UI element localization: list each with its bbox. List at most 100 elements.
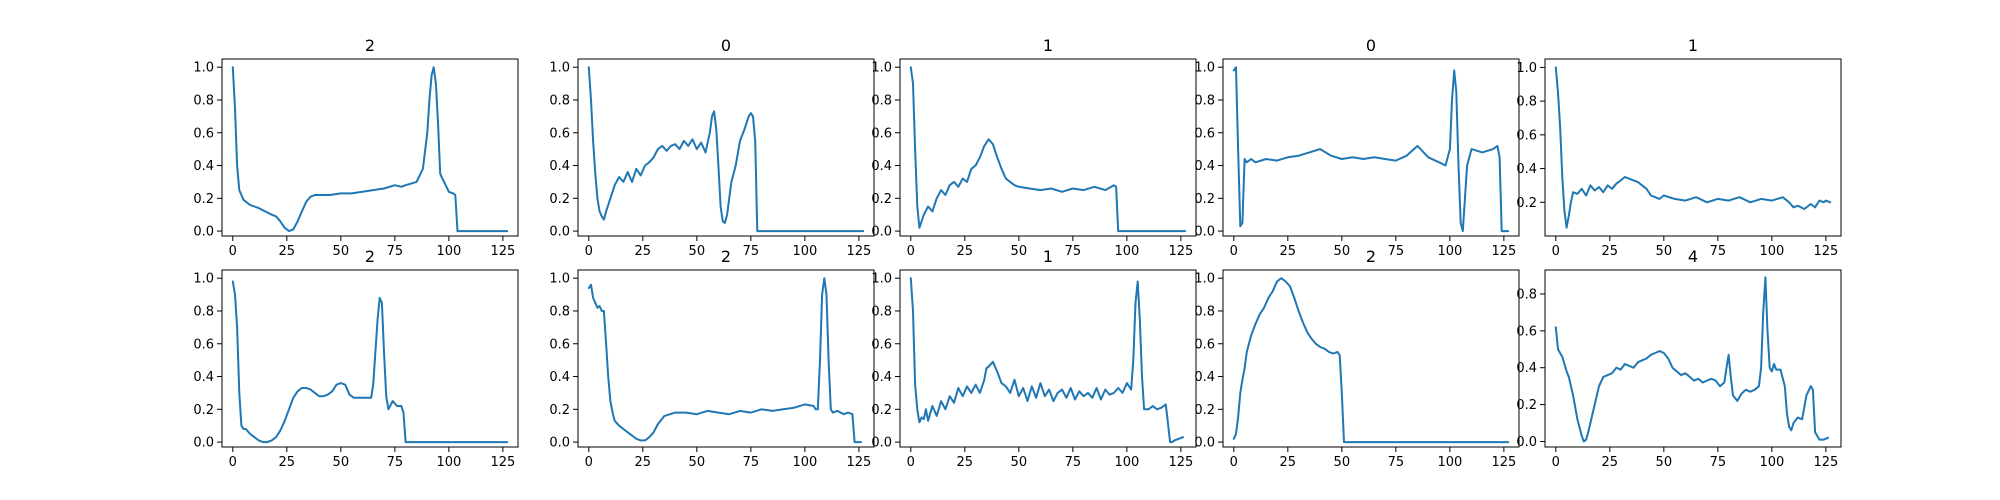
subplot-panel: 2 0 25 50 75 100 125 0.0 0.2 0.4 0.6 0.8 1.0	[193, 247, 519, 470]
x-tick-label: 125	[1168, 455, 1193, 470]
x-tick-label: 100	[1437, 455, 1462, 470]
y-tick-label: 0.2	[871, 403, 892, 418]
y-tick-label: 0.6	[1194, 126, 1215, 141]
x-tick-label: 50	[1011, 455, 1028, 470]
y-tick-label: 0.8	[1516, 287, 1537, 302]
series-line	[231, 66, 509, 233]
y-tick-label: 0.6	[549, 337, 570, 352]
subplot-title: 2	[365, 247, 375, 266]
y-tick-label: 0.4	[1194, 370, 1215, 385]
x-tick-label: 25	[957, 244, 974, 259]
y-tick-label: 0.6	[1194, 337, 1215, 352]
plot-area-frame	[1544, 269, 1842, 448]
y-tick-label: 1.0	[549, 61, 570, 76]
x-tick-label: 0	[907, 455, 915, 470]
y-tick-label: 0.4	[193, 159, 214, 174]
y-tick-label: 0.2	[871, 192, 892, 207]
x-tick-label: 125	[1813, 455, 1838, 470]
x-tick-label: 25	[279, 455, 296, 470]
x-tick-label: 0	[1230, 244, 1238, 259]
x-tick-label: 75	[387, 455, 404, 470]
series-line	[1232, 66, 1510, 233]
x-tick-label: 125	[846, 244, 871, 259]
x-tick-label: 100	[436, 244, 461, 259]
subplot-panel: 1 0 25 50 75 100 125 0.2 0.4 0.6 0.8 1.0	[1516, 36, 1842, 259]
y-tick-label: 1.0	[1194, 61, 1215, 76]
subplot-title: 4	[1688, 247, 1698, 266]
x-tick-label: 25	[1280, 455, 1297, 470]
x-tick-label: 25	[1280, 244, 1297, 259]
y-tick-label: 0.8	[549, 93, 570, 108]
plot-area-frame	[221, 58, 519, 237]
y-tick-label: 0.0	[193, 436, 214, 451]
x-tick-label: 25	[635, 244, 652, 259]
y-tick-label: 1.0	[871, 61, 892, 76]
x-tick-label: 0	[1230, 455, 1238, 470]
y-tick-label: 0.8	[193, 93, 214, 108]
x-tick-label: 100	[436, 455, 461, 470]
x-tick-label: 50	[333, 244, 350, 259]
x-tick-label: 100	[1437, 244, 1462, 259]
series-line	[231, 280, 509, 444]
plot-area-frame	[1222, 269, 1520, 448]
series-line	[587, 66, 865, 233]
x-tick-label: 125	[1491, 244, 1516, 259]
x-tick-label: 100	[792, 455, 817, 470]
series-line	[1554, 66, 1832, 229]
x-tick-label: 0	[229, 455, 237, 470]
series-line	[1232, 277, 1510, 444]
y-tick-label: 0.4	[871, 370, 892, 385]
subplot-title: 2	[1366, 247, 1376, 266]
subplot-panel: 2 0 25 50 75 100 125 0.0 0.2 0.4 0.6 0.8 1.0	[1194, 247, 1520, 470]
x-tick-label: 50	[689, 244, 706, 259]
x-tick-label: 25	[635, 455, 652, 470]
y-tick-label: 0.2	[1516, 398, 1537, 413]
y-tick-label: 0.4	[1194, 159, 1215, 174]
subplot-panel: 2 0 25 50 75 100 125 0.0 0.2 0.4 0.6 0.8 1.0	[193, 36, 519, 259]
x-tick-label: 75	[1065, 244, 1082, 259]
y-tick-label: 0.4	[549, 370, 570, 385]
y-tick-label: 0.8	[549, 304, 570, 319]
y-tick-label: 0.4	[549, 159, 570, 174]
plot-area-frame	[1544, 58, 1842, 237]
subplot-title: 0	[721, 36, 731, 55]
x-tick-label: 0	[1552, 244, 1560, 259]
x-tick-label: 75	[1388, 455, 1405, 470]
x-tick-label: 100	[1114, 244, 1139, 259]
y-tick-label: 0.2	[1194, 403, 1215, 418]
plot-area-frame	[899, 269, 1197, 448]
x-tick-label: 0	[1552, 455, 1560, 470]
y-tick-label: 0.2	[1516, 196, 1537, 211]
y-tick-label: 0.0	[1194, 436, 1215, 451]
y-tick-label: 1.0	[193, 61, 214, 76]
y-tick-label: 0.0	[549, 436, 570, 451]
y-tick-label: 0.8	[193, 304, 214, 319]
x-tick-label: 50	[1334, 244, 1351, 259]
y-tick-label: 0.6	[1516, 128, 1537, 143]
subplot-title: 2	[721, 247, 731, 266]
y-tick-label: 0.6	[871, 126, 892, 141]
subplot-title: 2	[365, 36, 375, 55]
x-tick-label: 125	[490, 244, 515, 259]
x-tick-label: 125	[846, 455, 871, 470]
x-tick-label: 75	[743, 455, 760, 470]
x-tick-label: 0	[585, 455, 593, 470]
x-tick-label: 75	[1065, 455, 1082, 470]
x-tick-label: 125	[1491, 455, 1516, 470]
x-tick-label: 75	[1710, 244, 1727, 259]
subplot-panel: 0 0 25 50 75 100 125 0.0 0.2 0.4 0.6 0.8 1.0	[1194, 36, 1520, 259]
series-line	[909, 66, 1187, 233]
x-tick-label: 100	[792, 244, 817, 259]
x-tick-label: 75	[743, 244, 760, 259]
x-tick-label: 50	[689, 455, 706, 470]
y-tick-label: 0.2	[1194, 192, 1215, 207]
y-tick-label: 0.6	[549, 126, 570, 141]
x-tick-label: 125	[490, 455, 515, 470]
x-tick-label: 100	[1114, 455, 1139, 470]
subplot-panel: 4 0 25 50 75 100 125 0.0 0.2 0.4 0.6 0.8	[1516, 247, 1842, 470]
subplot-panel: 0 0 25 50 75 100 125 0.0 0.2 0.4 0.6 0.8 1.0	[549, 36, 875, 259]
y-tick-label: 1.0	[871, 272, 892, 287]
x-tick-label: 50	[1011, 244, 1028, 259]
y-tick-label: 0.2	[193, 403, 214, 418]
